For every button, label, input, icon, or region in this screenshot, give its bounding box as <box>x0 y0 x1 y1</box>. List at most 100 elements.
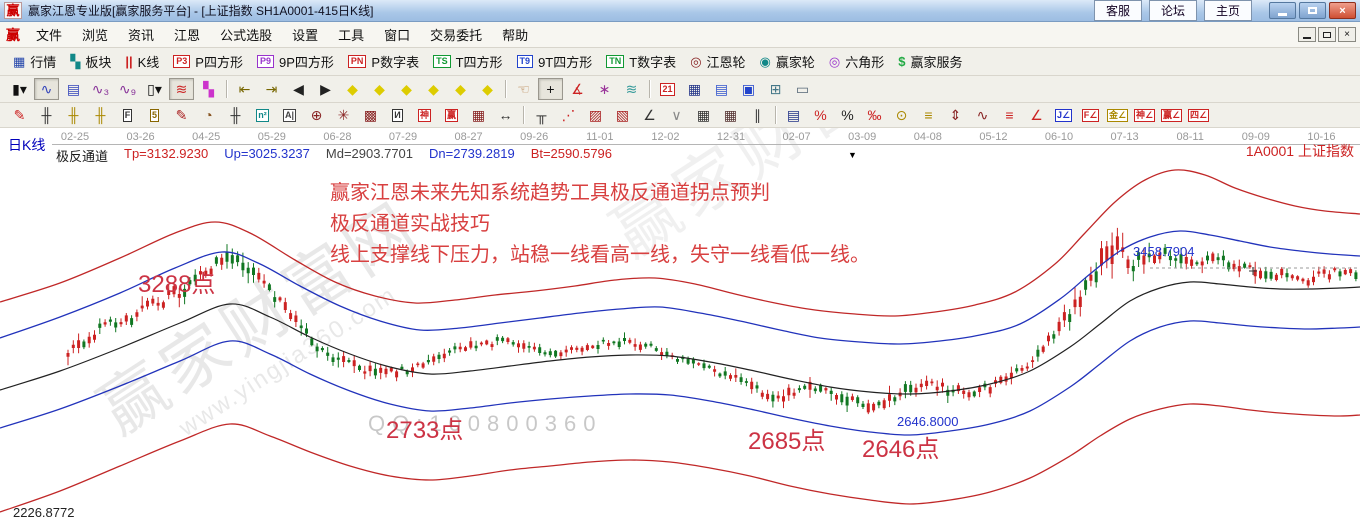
waves-tool-button[interactable]: ≋ <box>619 78 644 100</box>
red-pencil-button[interactable]: ✎ <box>7 104 32 126</box>
diamond-all-button[interactable]: ◆ <box>475 78 500 100</box>
four-angle-button[interactable]: 四∠ <box>1186 104 1211 126</box>
toolbar-kline-button[interactable]: || K线 <box>121 51 163 72</box>
trend-pattern-button[interactable]: ∿ <box>34 78 59 100</box>
j-angle-button[interactable]: J∠ <box>1051 104 1076 126</box>
flower-tool-button[interactable]: ∗ <box>592 78 617 100</box>
toolbar-winner-service-button[interactable]: $ 赢家服务 <box>894 51 966 72</box>
first-page-button[interactable]: ⇤ <box>232 78 257 100</box>
square-grid-2-button[interactable]: ▦ <box>718 104 743 126</box>
next-page-button[interactable]: ▶ <box>313 78 338 100</box>
red-angle-button[interactable]: ∠ <box>1024 104 1049 126</box>
menu-item[interactable]: 工具 <box>338 28 365 43</box>
red-lines-button[interactable]: ≡ <box>997 104 1022 126</box>
last-page-button[interactable]: ⇥ <box>259 78 284 100</box>
angle-tool-button[interactable]: ∡ <box>565 78 590 100</box>
menu-item[interactable]: 公式选股 <box>220 28 273 43</box>
toolbar-9t-square-button[interactable]: T9 9T四方形 <box>513 51 597 72</box>
shen-angle-button[interactable]: 神∠ <box>1132 104 1157 126</box>
child-close-button[interactable]: × <box>1338 27 1356 42</box>
titlebar-link-0[interactable]: 客服 <box>1093 0 1142 21</box>
diamond-expand-button[interactable]: ◆ <box>394 78 419 100</box>
diamond-right-button[interactable]: ◆ <box>367 78 392 100</box>
menu-item[interactable]: 设置 <box>292 28 319 43</box>
ying-angle-button[interactable]: 赢∠ <box>1159 104 1184 126</box>
menu-item[interactable]: 窗口 <box>384 28 411 43</box>
square-grid-1-button[interactable]: ▦ <box>691 104 716 126</box>
minimize-button[interactable] <box>1269 2 1296 19</box>
toolbar-9p-square-button[interactable]: P9 9P四方形 <box>253 51 338 72</box>
toolbar-t-table-button[interactable]: TN T数字表 <box>602 51 680 72</box>
grid-box-button[interactable]: ▩ <box>358 104 383 126</box>
parallel-lines-button[interactable]: ∥ <box>745 104 770 126</box>
close-button[interactable]: × <box>1329 2 1356 19</box>
gold-grid-2-button[interactable]: ╫ <box>88 104 113 126</box>
crosshair-tool-button[interactable]: + <box>538 78 563 100</box>
time-cycle-button[interactable]: ◔ <box>196 104 221 126</box>
gold-grid-1-button[interactable]: ╫ <box>61 104 86 126</box>
ying-tool-button[interactable]: 赢 <box>439 104 464 126</box>
print-button[interactable]: ▭ <box>790 78 815 100</box>
toolbar-gann-wheel-button[interactable]: ◎ 江恩轮 <box>686 51 749 72</box>
diamond-center-button[interactable]: ◆ <box>448 78 473 100</box>
chart-period-style-button[interactable]: ▮▾ <box>7 78 32 100</box>
menu-item[interactable]: 资讯 <box>128 28 155 43</box>
pillar-tool-button[interactable]: ╥ <box>529 104 554 126</box>
gold-circle-button[interactable]: ⊙ <box>889 104 914 126</box>
prev-page-button[interactable]: ◀ <box>286 78 311 100</box>
toolbar-p-square-button[interactable]: P3 P四方形 <box>169 51 247 72</box>
gold-angle-button[interactable]: 金∠ <box>1105 104 1130 126</box>
star-circle-button[interactable]: ✳ <box>331 104 356 126</box>
wave-measure-button[interactable]: ∿ <box>970 104 995 126</box>
n-wave-button[interactable]: И <box>385 104 410 126</box>
save-button[interactable]: ▣ <box>736 78 761 100</box>
v-dashes-button[interactable]: ∨ <box>664 104 689 126</box>
diamond-shrink-button[interactable]: ◆ <box>421 78 446 100</box>
shade-box-2-button[interactable]: ▧ <box>610 104 635 126</box>
angle-line-button[interactable]: ∠ <box>637 104 662 126</box>
child-minimize-button[interactable] <box>1298 27 1316 42</box>
wave-3-button[interactable]: ∿₃ <box>88 78 113 100</box>
memo-button[interactable]: ▤ <box>709 78 734 100</box>
kline-chart-area[interactable]: 02-25 03-26 04-25 05-29 06-28 07-29 08-27 09-26… <box>0 128 1360 524</box>
toolbar-quotes-button[interactable]: ▦ 行情 <box>9 51 60 72</box>
menu-item[interactable]: 帮助 <box>502 28 529 43</box>
zigzag-tool-button[interactable]: ≋ <box>169 78 194 100</box>
h-measure-button[interactable]: ↔ <box>493 104 518 126</box>
toolbar-sectors-button[interactable]: ▚ 板块 <box>66 51 115 72</box>
f-angle-button[interactable]: F∠ <box>1078 104 1103 126</box>
diamond-left-button[interactable]: ◆ <box>340 78 365 100</box>
pencil-2-button[interactable]: ✎ <box>169 104 194 126</box>
info-panel-button[interactable]: ▤ <box>61 78 86 100</box>
child-restore-button[interactable] <box>1318 27 1336 42</box>
export-button[interactable]: ⊞ <box>763 78 788 100</box>
menu-item[interactable]: 江恩 <box>174 28 201 43</box>
gann-grid-button[interactable]: ╫ <box>34 104 59 126</box>
circle-cross-button[interactable]: ⊕ <box>304 104 329 126</box>
hand-tool-button[interactable]: ☜ <box>511 78 536 100</box>
candle-style-button[interactable]: ▯▾ <box>142 78 167 100</box>
titlebar-link-2[interactable]: 主页 <box>1203 0 1252 21</box>
n-square-button[interactable]: n² <box>250 104 275 126</box>
toolbar-p-table-button[interactable]: PN P数字表 <box>344 51 423 72</box>
menu-item[interactable]: 文件 <box>36 28 63 43</box>
calendar-button[interactable]: 21 <box>655 78 680 100</box>
color-bars-button[interactable]: ▚ <box>196 78 221 100</box>
five-cycle-button[interactable]: 5 <box>142 104 167 126</box>
menu-item[interactable]: 浏览 <box>82 28 109 43</box>
f-grid-button[interactable]: F <box>115 104 140 126</box>
toolbar-winner-wheel-button[interactable]: ◉ 赢家轮 <box>756 51 819 72</box>
titlebar-link-1[interactable]: 论坛 <box>1148 0 1197 21</box>
gold-lines-button[interactable]: ≡ <box>916 104 941 126</box>
permille-button[interactable]: ‰ <box>862 104 887 126</box>
shade-box-1-button[interactable]: ▨ <box>583 104 608 126</box>
toolbar-t-square-button[interactable]: TS T四方形 <box>429 51 506 72</box>
a-line-button[interactable]: A| <box>277 104 302 126</box>
toolbar-hexagon-button[interactable]: ◎ 六角形 <box>825 51 888 72</box>
v-measure-button[interactable]: ⇕ <box>943 104 968 126</box>
shen-tool-button[interactable]: 神 <box>412 104 437 126</box>
calculator-button[interactable]: ▦ <box>682 78 707 100</box>
grid-123-button[interactable]: ▦ <box>466 104 491 126</box>
grid-2-button[interactable]: ╫ <box>223 104 248 126</box>
percent-button[interactable]: % <box>835 104 860 126</box>
